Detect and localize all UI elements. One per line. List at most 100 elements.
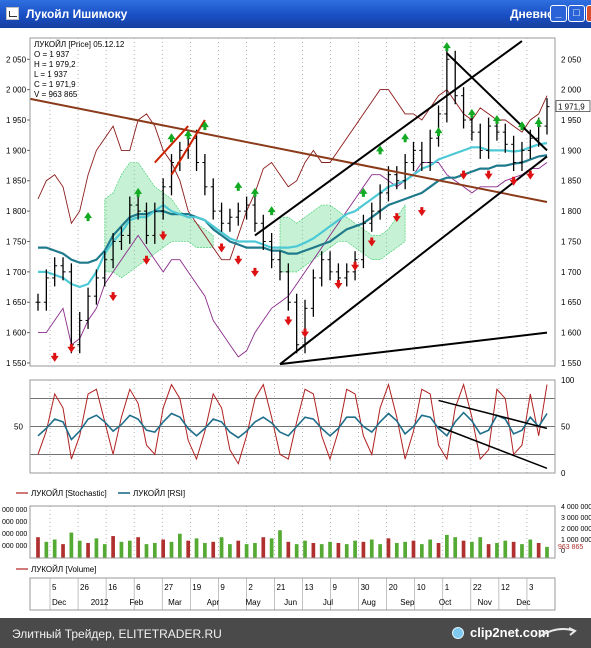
volume-bar [111,536,115,558]
buy-signal-arrow [234,181,243,191]
volume-bar [378,544,382,558]
osc-tick-right: 0 [561,469,566,478]
price-tick-right: 1 600 [561,329,582,338]
rsi-line [37,411,548,441]
day-tick-label: 1 [445,583,450,592]
sell-signal-arrow [142,255,151,265]
price-tick-right: 2 050 [561,55,582,64]
volume-bar [161,539,166,558]
channel-lower-line [279,155,548,365]
volume-bar [127,540,132,558]
day-tick-label: 12 [501,583,510,592]
buy-signal-arrow [267,206,276,216]
volume-legend-label: ЛУКОЙЛ [Volume] [31,565,96,574]
volume-tick-right: 2 000 000 [561,526,591,533]
price-tick-right: 1 800 [561,207,582,216]
oscillator-panel [30,382,555,470]
app-icon [6,7,19,20]
sell-signal-arrow [301,328,310,338]
sell-signal-arrow [417,207,426,217]
volume-bar [186,540,191,558]
volume-bar [419,544,424,558]
price-tick-right: 1 650 [561,298,582,307]
volume-bar [386,538,391,558]
rally-line-1 [154,125,189,164]
panel-frame-1 [29,37,556,367]
period-label[interactable]: Дневной [510,7,562,21]
price-legend-line: C = 1 971,9 [34,80,76,89]
volume-bar [403,541,407,558]
sell-signal-arrow [526,170,535,180]
price-tick-right: 1 750 [561,237,582,246]
buy-signal-arrow [492,115,501,124]
panel-frame-2 [29,379,556,474]
day-tick-label: 2 [248,583,253,592]
volume-bar [428,539,433,558]
volume-bar [211,541,216,558]
volume-bar [319,544,324,558]
volume-bar [119,541,124,558]
rsi-legend-label: ЛУКОЙЛ [RSI] [133,489,185,498]
volume-tick-right: 1 000 000 [561,537,591,544]
volume-tick-left: 000 000 [2,507,27,514]
time-axis-frame [29,577,556,611]
volume-tick-left: 000 000 [2,519,27,526]
last-price-tag [555,100,591,112]
volume-bar [503,540,508,558]
month-tick-label: Aug [362,598,376,607]
day-tick-label: 27 [164,583,173,592]
support-trendline [279,331,548,366]
volume-bar [411,540,416,558]
price-tick-left: 1 950 [6,116,27,125]
close-button[interactable] [586,5,591,22]
clip2net-logo-icon [452,627,464,639]
day-tick-label: 9 [220,583,225,592]
day-tick-label: 3 [529,583,534,592]
volume-bar [261,537,266,558]
month-tick-label: Mar [168,598,182,607]
price-tick-left: 1 650 [6,298,27,307]
last-volume-tag [556,540,590,551]
rally-line-2 [170,119,206,176]
chart-window: 5 26 16 6 27 19 9 2 21 13 9 30 20 10 1 22 12 3 Dec 2012 Feb M… [0,28,591,618]
maximize-button[interactable]: □ [568,5,585,22]
volume-tick-right: 0 [561,548,565,555]
buy-signal-arrow [517,121,526,131]
price-legend-line: L = 1 937 [34,70,68,79]
price-tick-left: 2 000 [6,86,27,95]
cloud-area [279,204,406,273]
volume-bar [203,542,207,558]
last-volume-label: 963 865 [558,544,583,551]
day-tick-label: 20 [389,583,398,592]
volume-bar [286,541,291,558]
arrow-swoosh-icon [538,627,577,638]
brand-label: clip2net.com [470,625,550,640]
buy-signal-arrow [434,127,443,137]
volume-bar [353,540,357,558]
price-legend-line: ЛУКОЙЛ [Price] 05.12.12 [34,40,125,49]
channel-upper-line [254,40,523,237]
volume-bar [77,540,82,558]
buy-signal-arrow [250,187,259,197]
sell-signal-arrow [459,170,468,180]
volume-bar [253,542,257,558]
footer-caption: Элитный Трейдер, ELITETRADER.RU [12,627,222,641]
volume-bar [102,544,107,558]
price-tick-right: 2 000 [561,86,582,95]
volume-tick-left: 000 000 [2,543,27,550]
volume-bar [311,542,316,558]
buy-signal-arrow [534,118,543,128]
osc-tick-left: 50 [14,423,23,432]
month-tick-label: Dec [52,598,66,607]
sell-signal-arrow [284,316,293,326]
footer-bar: Элитный Трейдер, ELITETRADER.RU clip2net… [0,618,591,648]
minimize-button[interactable]: _ [550,5,567,22]
volume-bar [94,538,99,558]
volume-bar [436,542,441,558]
volume-bar [528,539,533,558]
tenkan-line [38,142,548,289]
volume-tick-right: 3 000 000 [561,515,591,522]
volume-bar [194,538,199,558]
descending-wedge-line [446,52,548,152]
